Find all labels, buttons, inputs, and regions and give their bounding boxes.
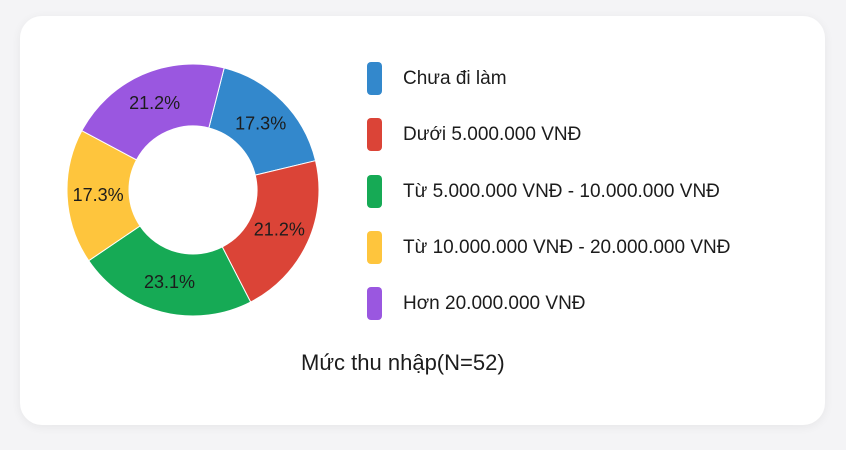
legend-item-10m-20m[interactable]: Từ 10.000.000 VNĐ - 20.000.000 VNĐ bbox=[367, 231, 730, 264]
legend-item-5m-10m[interactable]: Từ 5.000.000 VNĐ - 10.000.000 VNĐ bbox=[367, 175, 720, 208]
legend-label: Hơn 20.000.000 VNĐ bbox=[403, 292, 586, 314]
legend-label: Từ 10.000.000 VNĐ - 20.000.000 VNĐ bbox=[403, 236, 731, 258]
donut-slice-duoi-5m[interactable] bbox=[221, 160, 320, 303]
slice-data-label: 23.1% bbox=[144, 272, 195, 292]
legend-item-chua-di-lam[interactable]: Chưa đi làm bbox=[367, 62, 507, 95]
slice-data-label: 17.3% bbox=[235, 113, 286, 133]
legend-swatch bbox=[367, 62, 382, 95]
legend-label: Từ 5.000.000 VNĐ - 10.000.000 VNĐ bbox=[403, 180, 720, 202]
legend-label: Chưa đi làm bbox=[403, 67, 507, 89]
chart-title: Mức thu nhập(N=52) bbox=[301, 350, 505, 375]
donut-slice-5m-10m[interactable] bbox=[88, 225, 252, 317]
slice-data-label: 17.3% bbox=[73, 185, 124, 205]
legend-swatch bbox=[367, 118, 382, 151]
slice-data-label: 21.2% bbox=[129, 93, 180, 113]
donut-slice-hon-20m[interactable] bbox=[81, 63, 225, 161]
legend-swatch bbox=[367, 287, 382, 320]
legend-item-duoi-5m[interactable]: Dưới 5.000.000 VNĐ bbox=[367, 118, 581, 151]
legend-label: Dưới 5.000.000 VNĐ bbox=[403, 123, 582, 145]
legend-item-hon-20m[interactable]: Hơn 20.000.000 VNĐ bbox=[367, 287, 586, 320]
legend-swatch bbox=[367, 231, 382, 264]
legend-swatch bbox=[367, 175, 382, 208]
slice-data-label: 21.2% bbox=[254, 220, 305, 240]
